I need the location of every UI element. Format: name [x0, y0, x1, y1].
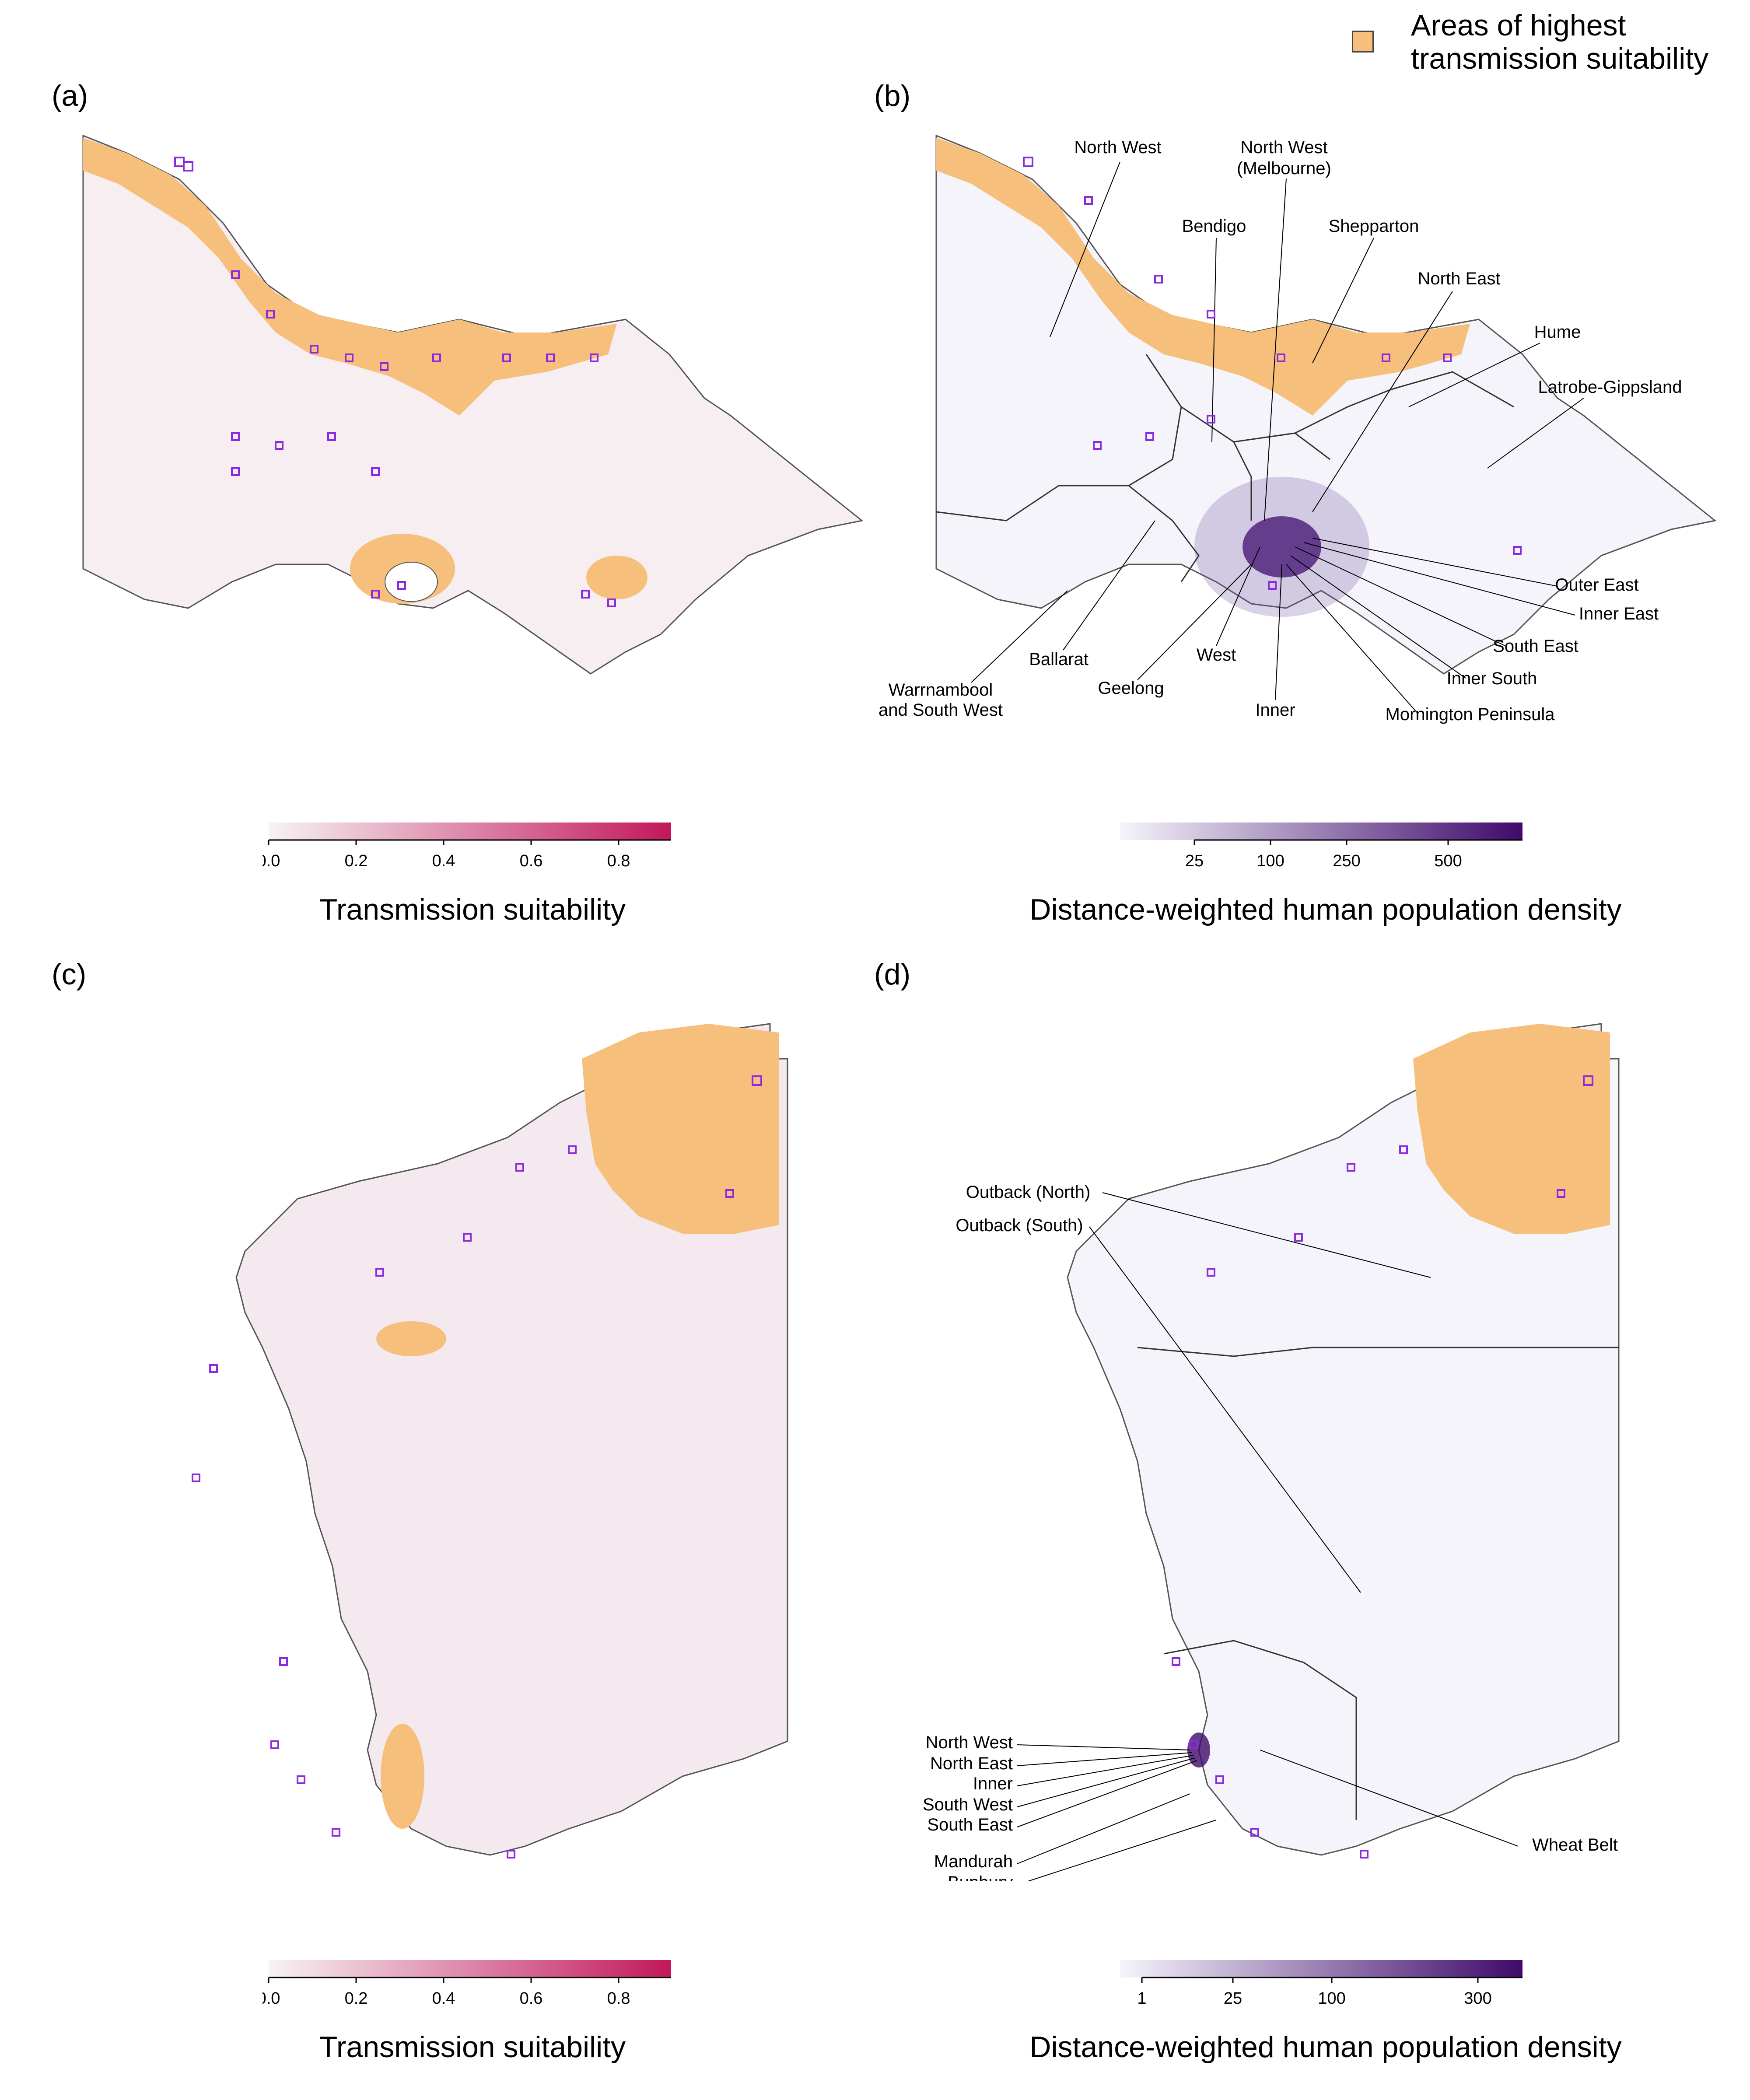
- tick-1-c: 0.2: [345, 1989, 368, 2008]
- legend-text: Areas of highest transmission suitabilit…: [1411, 9, 1708, 75]
- melbourne-density-halo: [1194, 477, 1369, 617]
- label-warrnambool: Warrnambool: [889, 680, 993, 700]
- label-outer-east: Outer East: [1555, 575, 1638, 595]
- tick-1: 0.2: [345, 852, 368, 870]
- scale-title-c: Transmission suitability: [319, 2030, 626, 2064]
- legend-line2: transmission suitability: [1411, 42, 1709, 75]
- tick-0: 0.0: [262, 852, 280, 870]
- leader-lines-d: [1017, 1192, 1519, 1881]
- panel-label-c: (c): [52, 958, 87, 991]
- region-boundaries: [936, 354, 1514, 582]
- label-south-east: South East: [1493, 637, 1578, 656]
- scale-title-b: Distance-weighted human population densi…: [1029, 893, 1622, 926]
- label-mandurah: Mandurah: [934, 1852, 1013, 1871]
- tick-250: 250: [1333, 852, 1360, 870]
- tick-100-d: 100: [1318, 1989, 1345, 2008]
- suitability-area-pilbara: [376, 1321, 446, 1356]
- tick-100: 100: [1256, 852, 1284, 870]
- label-bunbury: Bunbury: [948, 1873, 1013, 1881]
- region-boundary-wheatbelt: [1163, 1640, 1357, 1820]
- tick-300-d: 300: [1464, 1989, 1491, 2008]
- legend-swatch: [1352, 31, 1374, 52]
- map-victoria-suitability: [82, 134, 864, 675]
- scale-suitability-c: 0.0 0.2 0.4 0.6 0.8: [262, 1960, 671, 2008]
- wa-outline: [235, 1023, 788, 1856]
- label-wa-south-west: South West: [923, 1795, 1013, 1814]
- suitability-area-kimberley: [582, 1024, 779, 1234]
- case-markers-c: [192, 1075, 762, 1858]
- label-inner-east: Inner East: [1579, 604, 1659, 623]
- wa-outline-d: [1067, 1023, 1620, 1856]
- tick-2-c: 0.4: [432, 1989, 455, 2008]
- label-hume: Hume: [1534, 322, 1581, 342]
- label-latrobe-gippsland: Latrobe-Gippsland: [1538, 378, 1682, 397]
- label-wheat-belt: Wheat Belt: [1532, 1835, 1618, 1855]
- suitability-area-gippsland: [586, 556, 648, 599]
- suitability-area-kimberley-d: [1413, 1024, 1610, 1234]
- label-outback-south: Outback (South): [956, 1216, 1083, 1235]
- scale-density-b: 25 100 250 500: [1120, 822, 1522, 870]
- scale-density-d: 1 25 100 300: [1120, 1960, 1522, 2008]
- label-wa-north-west: North West: [926, 1733, 1013, 1752]
- perth-density: [1187, 1732, 1210, 1768]
- scale-title-a: Transmission suitability: [319, 893, 626, 926]
- label-and-south-west: and South West: [878, 700, 1003, 720]
- label-north-west: North West: [1074, 138, 1161, 157]
- suitability-band-north: [83, 138, 617, 416]
- scale-title-d: Distance-weighted human population densi…: [1029, 2030, 1622, 2064]
- region-boundary-outback: [1137, 1347, 1619, 1357]
- legend-line1: Areas of highest: [1411, 9, 1626, 42]
- suitability-area-southwest: [381, 1724, 424, 1829]
- label-north-west-melbourne-2: (Melbourne): [1237, 159, 1331, 178]
- label-north-east: North East: [1418, 269, 1501, 288]
- melbourne-density-core: [1242, 516, 1321, 578]
- label-ballarat: Ballarat: [1029, 650, 1088, 669]
- tick-4-c: 0.8: [607, 1989, 630, 2008]
- tick-3: 0.6: [520, 852, 543, 870]
- label-wa-north-east: North East: [930, 1754, 1013, 1773]
- label-north-west-melbourne-1: North West: [1240, 138, 1327, 157]
- map-wa-suitability: [192, 1023, 788, 1858]
- tick-25: 25: [1185, 852, 1204, 870]
- scale-suitability-a: 0.0 0.2 0.4 0.6 0.8: [262, 822, 671, 870]
- case-markers-b: [1023, 157, 1522, 590]
- panel-label-d: (d): [874, 958, 911, 991]
- tick-4: 0.8: [607, 852, 630, 870]
- map-wa-density: Outback (North) Outback (South) North We…: [923, 1023, 1620, 1881]
- tick-25-d: 25: [1224, 1989, 1242, 2008]
- label-outback-north: Outback (North): [966, 1183, 1091, 1202]
- case-markers-d: [1172, 1075, 1593, 1858]
- port-phillip-bay: [385, 562, 438, 602]
- tick-500: 500: [1434, 852, 1462, 870]
- tick-0-c: 0.0: [262, 1989, 280, 2008]
- label-bendigo: Bendigo: [1182, 217, 1246, 236]
- panel-label-b: (b): [874, 79, 911, 112]
- label-wa-south-east: South East: [927, 1815, 1013, 1834]
- label-inner: Inner: [1255, 700, 1295, 720]
- label-shepparton: Shepparton: [1329, 217, 1419, 236]
- map-victoria-density: North West North West (Melbourne) Bendig…: [878, 134, 1717, 724]
- tick-3-c: 0.6: [520, 1989, 543, 2008]
- label-geelong: Geelong: [1098, 679, 1164, 698]
- suitability-band-b: [936, 138, 1470, 416]
- label-mornington-peninsula: Mornington Peninsula: [1386, 705, 1555, 724]
- tick-2: 0.4: [432, 852, 455, 870]
- tick-1-d: 1: [1137, 1989, 1146, 2008]
- label-inner-south: Inner South: [1447, 669, 1537, 688]
- panel-label-a: (a): [52, 79, 88, 112]
- region-labels: North West North West (Melbourne) Bendig…: [878, 138, 1682, 724]
- label-west: West: [1197, 645, 1236, 665]
- leader-lines: [971, 161, 1584, 714]
- label-wa-inner: Inner: [973, 1774, 1013, 1793]
- region-labels-d: Outback (North) Outback (South) North We…: [923, 1183, 1618, 1881]
- case-markers-a: [174, 157, 616, 607]
